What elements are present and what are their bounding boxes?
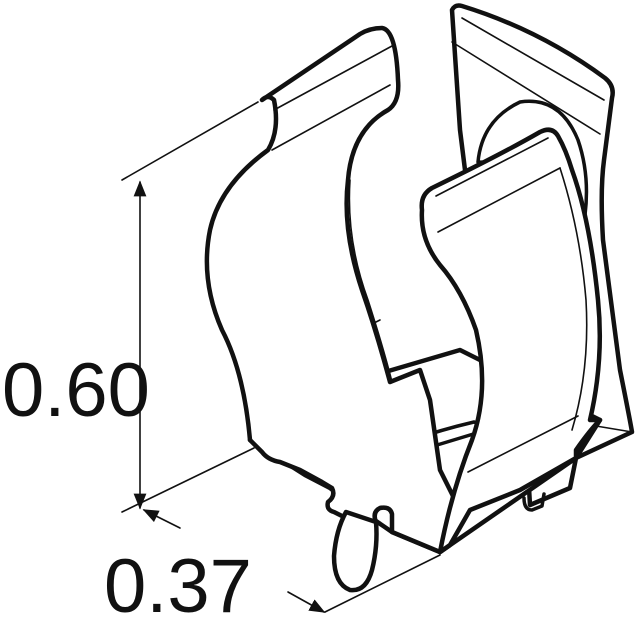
rear-plate-lip: [461, 17, 605, 101]
right-clip-arm: [419, 127, 603, 555]
left-clip-top-edge: [273, 45, 393, 111]
left-clip-fold-line: [271, 84, 391, 151]
rear-solder-tab: [522, 492, 546, 512]
right-clip-outline: [419, 127, 603, 555]
depth-dimension-line-front: [287, 591, 326, 613]
right-clip-lower-line: [467, 415, 579, 473]
height-extension-top: [121, 101, 259, 181]
right-clip-inner-curve: [559, 167, 588, 431]
depth-extension-front: [324, 554, 441, 613]
height-dimension-label: 0.60: [2, 348, 150, 433]
left-clip-arm: [204, 25, 458, 555]
right-clip-fold-line: [437, 167, 561, 233]
rear-plate-inner-edge: [451, 41, 601, 135]
right-clip-top-edge: [435, 137, 549, 197]
height-dimension: 0.60: [2, 101, 259, 513]
depth-dimension-line-rear: [142, 509, 181, 529]
height-extension-bottom: [121, 447, 255, 513]
front-solder-pin: [331, 509, 379, 593]
depth-dimension-label: 0.37: [104, 544, 252, 629]
left-clip-outline: [204, 25, 458, 555]
solder-pin-outline: [331, 509, 379, 593]
left-clip-inner-curve: [348, 179, 393, 383]
depth-dimension: 0.37: [104, 509, 441, 629]
